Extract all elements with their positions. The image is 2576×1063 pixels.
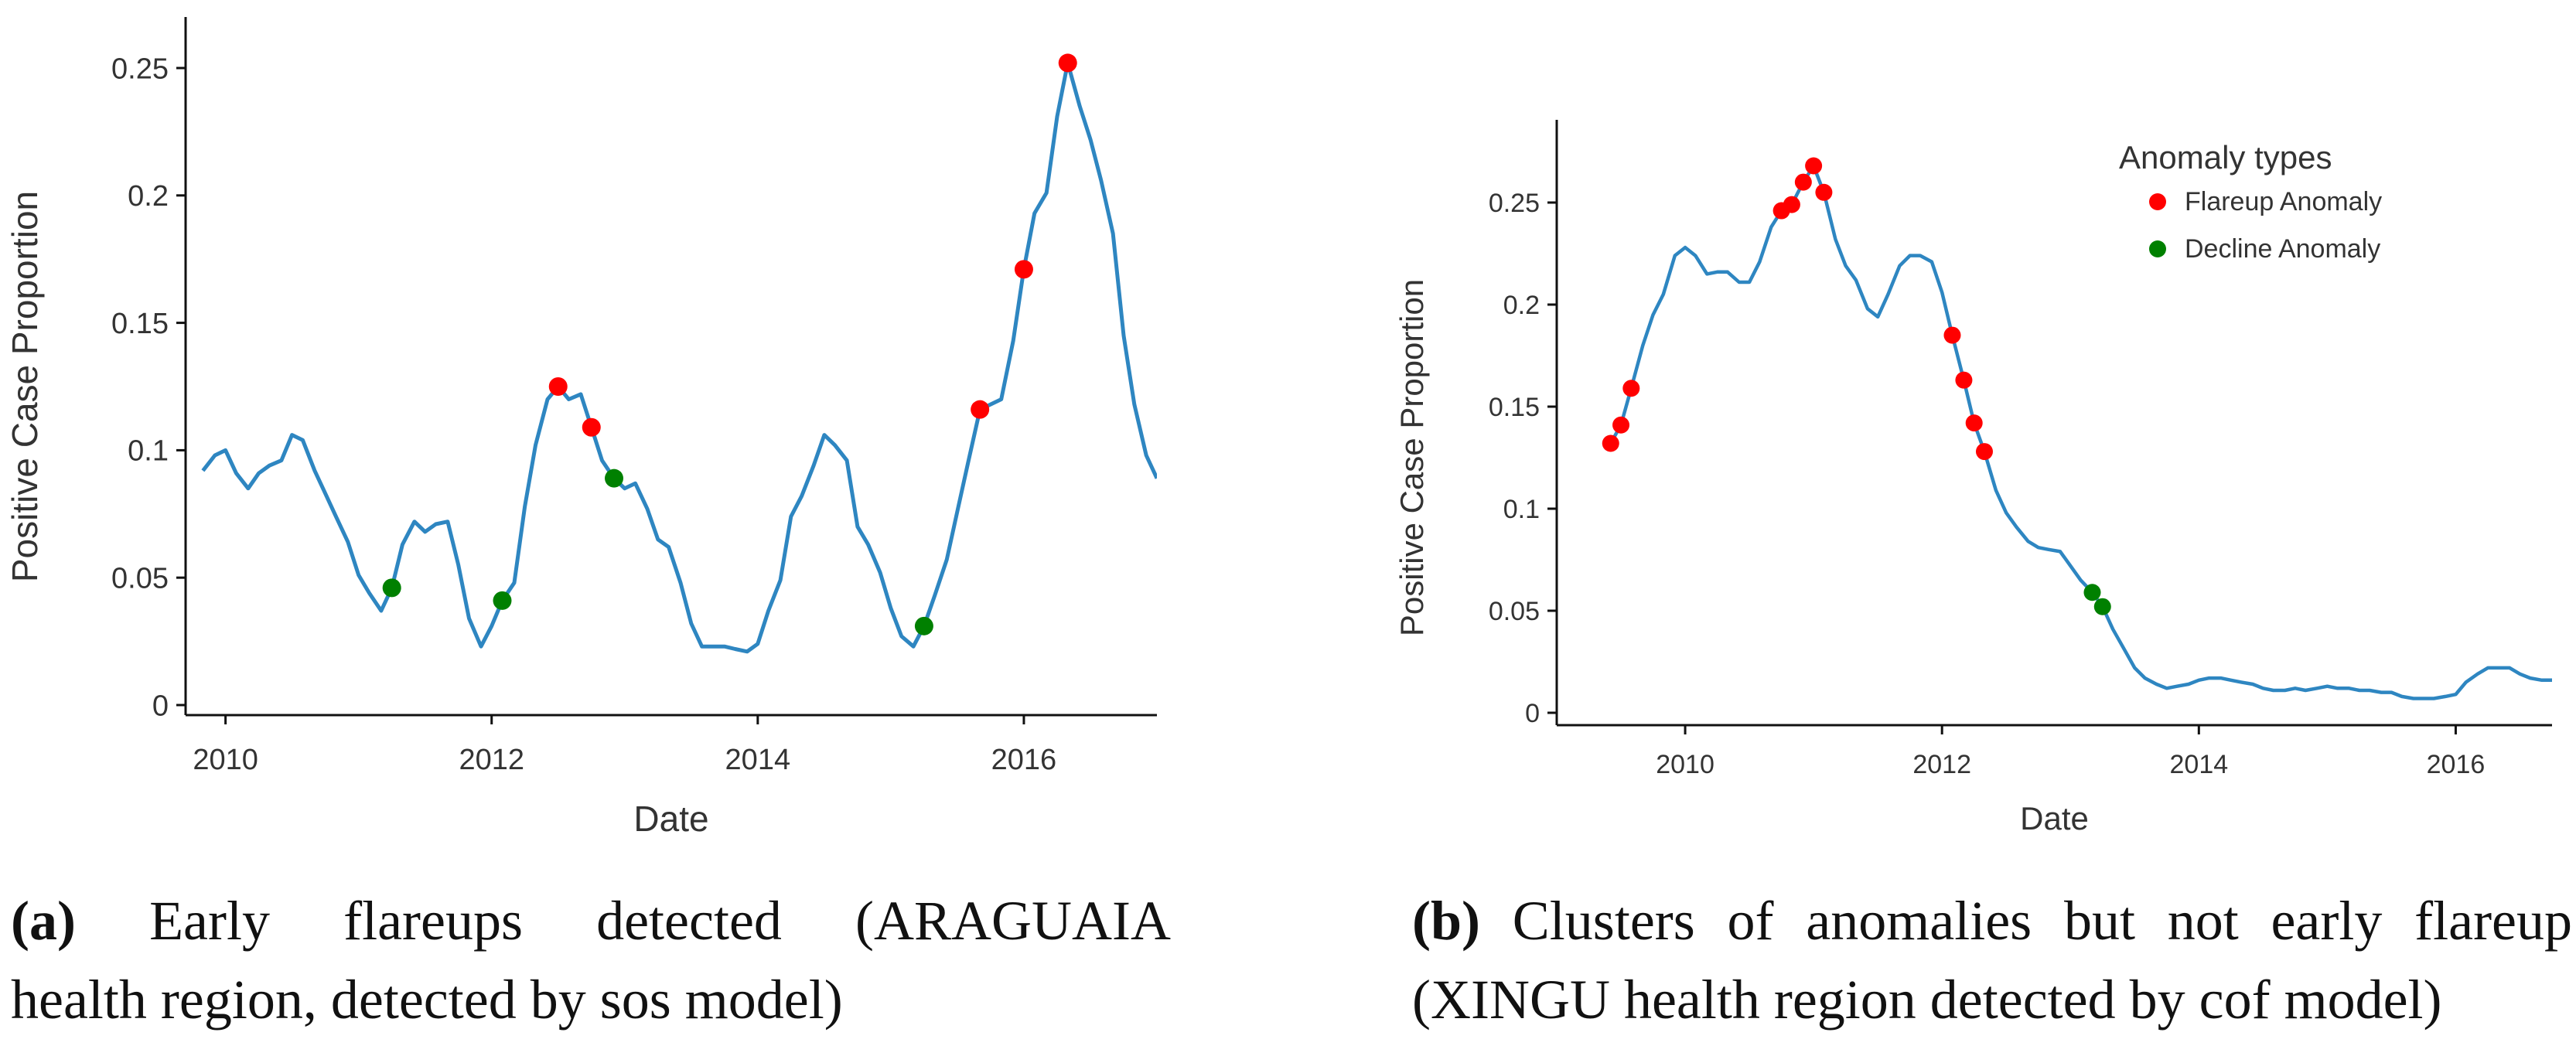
legend-marker: [2149, 193, 2166, 210]
x-axis-label: Date: [2020, 800, 2089, 836]
x-tick-label: 2016: [2427, 750, 2486, 779]
legend-entry: Flareup Anomaly: [2185, 187, 2382, 216]
y-tick-label: 0.25: [111, 53, 169, 85]
flareup-anomaly-point: [1058, 53, 1077, 73]
y-tick-label: 0.15: [1489, 393, 1540, 422]
flareup-anomaly-point: [1805, 157, 1823, 175]
caption-b-text2: (XINGU health region detected by cof mod…: [1412, 969, 2442, 1031]
y-tick-label: 0.05: [111, 563, 169, 595]
flareup-anomaly-point: [1975, 443, 1993, 461]
x-tick-label: 2014: [725, 744, 791, 776]
y-axis-label: Positive Case Proportion: [1394, 279, 1430, 636]
decline-anomaly-point: [914, 616, 933, 635]
y-tick-label: 0.2: [1503, 291, 1540, 320]
caption-b-text1: Clusters of anomalies but not early flar…: [1512, 890, 2573, 952]
flareup-anomaly-point: [1955, 371, 1973, 389]
caption-a-label: (a): [11, 890, 76, 952]
flareup-anomaly-point: [1965, 414, 1983, 432]
caption-a: (a) Early flareups detected (ARAGUAIA he…: [11, 881, 1171, 1039]
caption-b-label: (b): [1412, 890, 1480, 952]
caption-a-text2: health region, detected by sos model): [11, 969, 843, 1031]
caption-b: (b) Clusters of anomalies but not early …: [1412, 881, 2572, 1039]
flareup-anomaly-point: [1783, 196, 1800, 213]
legend-entry: Decline Anomaly: [2185, 234, 2380, 264]
flareup-anomaly-point: [1014, 260, 1033, 279]
legend-marker: [2149, 240, 2166, 257]
y-tick-label: 0.1: [1503, 495, 1540, 524]
y-tick-label: 0.25: [1489, 189, 1540, 218]
flareup-anomaly-point: [1943, 326, 1961, 344]
x-tick-label: 2012: [459, 744, 524, 776]
caption-b-line1: (b) Clusters of anomalies but not early …: [1412, 881, 2572, 960]
series-line: [1609, 164, 2552, 700]
flareup-anomaly-point: [1602, 434, 1619, 452]
decline-anomaly-point: [605, 468, 624, 488]
x-tick-label: 2016: [991, 744, 1057, 776]
flareup-anomaly-point: [971, 400, 990, 419]
caption-a-line1: (a) Early flareups detected (ARAGUAIA: [11, 881, 1171, 960]
flareup-anomaly-point: [582, 417, 601, 437]
y-tick-label: 0.05: [1489, 597, 1540, 626]
caption-a-text1: Early flareups detected (ARAGUAIA: [149, 890, 1171, 952]
x-tick-label: 2010: [1656, 750, 1714, 779]
decline-anomaly-point: [2083, 584, 2101, 601]
decline-anomaly-point: [382, 578, 401, 598]
x-tick-label: 2012: [1912, 750, 1971, 779]
y-tick-label: 0: [152, 690, 169, 722]
y-tick-label: 0.15: [111, 308, 169, 340]
flareup-anomaly-point: [1815, 183, 1833, 201]
series-line: [201, 60, 1157, 654]
flareup-anomaly-point: [1622, 380, 1640, 397]
flareup-anomaly-point: [548, 377, 568, 396]
y-tick-label: 0: [1525, 699, 1540, 728]
chart-a: 0 0.05 0.1 0.15 0.2 0.25 2010 2012 2014 2016 Date P…: [5, 17, 1157, 839]
flareup-anomaly-point: [1612, 416, 1630, 434]
y-tick-label: 0.2: [128, 180, 169, 213]
y-axis-label: Positive Case Proportion: [5, 191, 45, 582]
x-tick-label: 2010: [193, 744, 258, 776]
legend-title: Anomaly types: [2119, 139, 2332, 175]
flareup-anomaly-point: [1794, 173, 1812, 191]
decline-anomaly-point: [493, 591, 512, 610]
y-tick-label: 0.1: [128, 435, 169, 468]
x-tick-label: 2014: [2170, 750, 2229, 779]
x-axis-label: Date: [633, 799, 708, 839]
decline-anomaly-point: [2093, 598, 2111, 615]
chart-b: 0 0.05 0.1 0.15 0.2 0.25 2010 2012 2014 2016 Date P…: [1394, 120, 2552, 836]
